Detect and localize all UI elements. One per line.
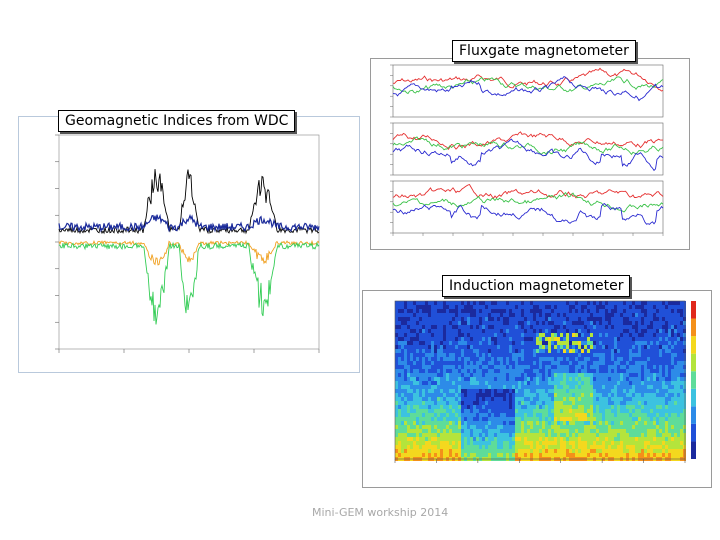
induction-spectrogram [394,300,696,463]
colorbar-segment [691,301,696,319]
induction-plot-panel [362,290,712,488]
wdc-plot-panel [18,116,360,373]
wdc-blue-trace [58,213,320,233]
footer-caption: Mini-GEM workship 2014 [312,506,449,519]
wdc-indices-plot [55,134,320,353]
fluxgate-trace [392,76,664,95]
fluxgate-trace [392,203,664,225]
fluxgate-trace [392,183,664,200]
fluxgate-subplot-frame [392,64,664,118]
colorbar-segment [691,371,696,389]
fluxgate-plot [390,64,664,236]
colorbar-segment [691,388,696,407]
colorbar-segment [691,318,696,337]
wdc-green-trace [58,241,320,325]
wdc-orange-trace [58,239,320,266]
colorbar-segment [691,406,696,424]
fluxgate-trace [392,136,664,156]
fluxgate-subplot-frame [392,180,664,234]
spectrogram-frame [394,300,686,460]
colorbar-segment [691,441,696,459]
colorbar-segment [691,336,696,354]
colorbar-segment [691,353,696,372]
fluxgate-trace [392,67,664,92]
spectrogram-cells [395,301,686,461]
fluxgate-subplot-frame [392,122,664,176]
fluxgate-trace [392,75,664,102]
wdc-black-trace [58,169,320,235]
fluxgate-trace [392,192,664,213]
induction-title: Induction magnetometer [442,275,631,297]
fluxgate-title: Fluxgate magnetometer [452,40,636,62]
wdc-title: Geomagnetic Indices from WDC [58,110,296,132]
fluxgate-plot-panel [370,58,690,250]
fluxgate-trace [392,131,663,150]
fluxgate-trace [392,138,664,172]
colorbar-segment [691,423,696,442]
